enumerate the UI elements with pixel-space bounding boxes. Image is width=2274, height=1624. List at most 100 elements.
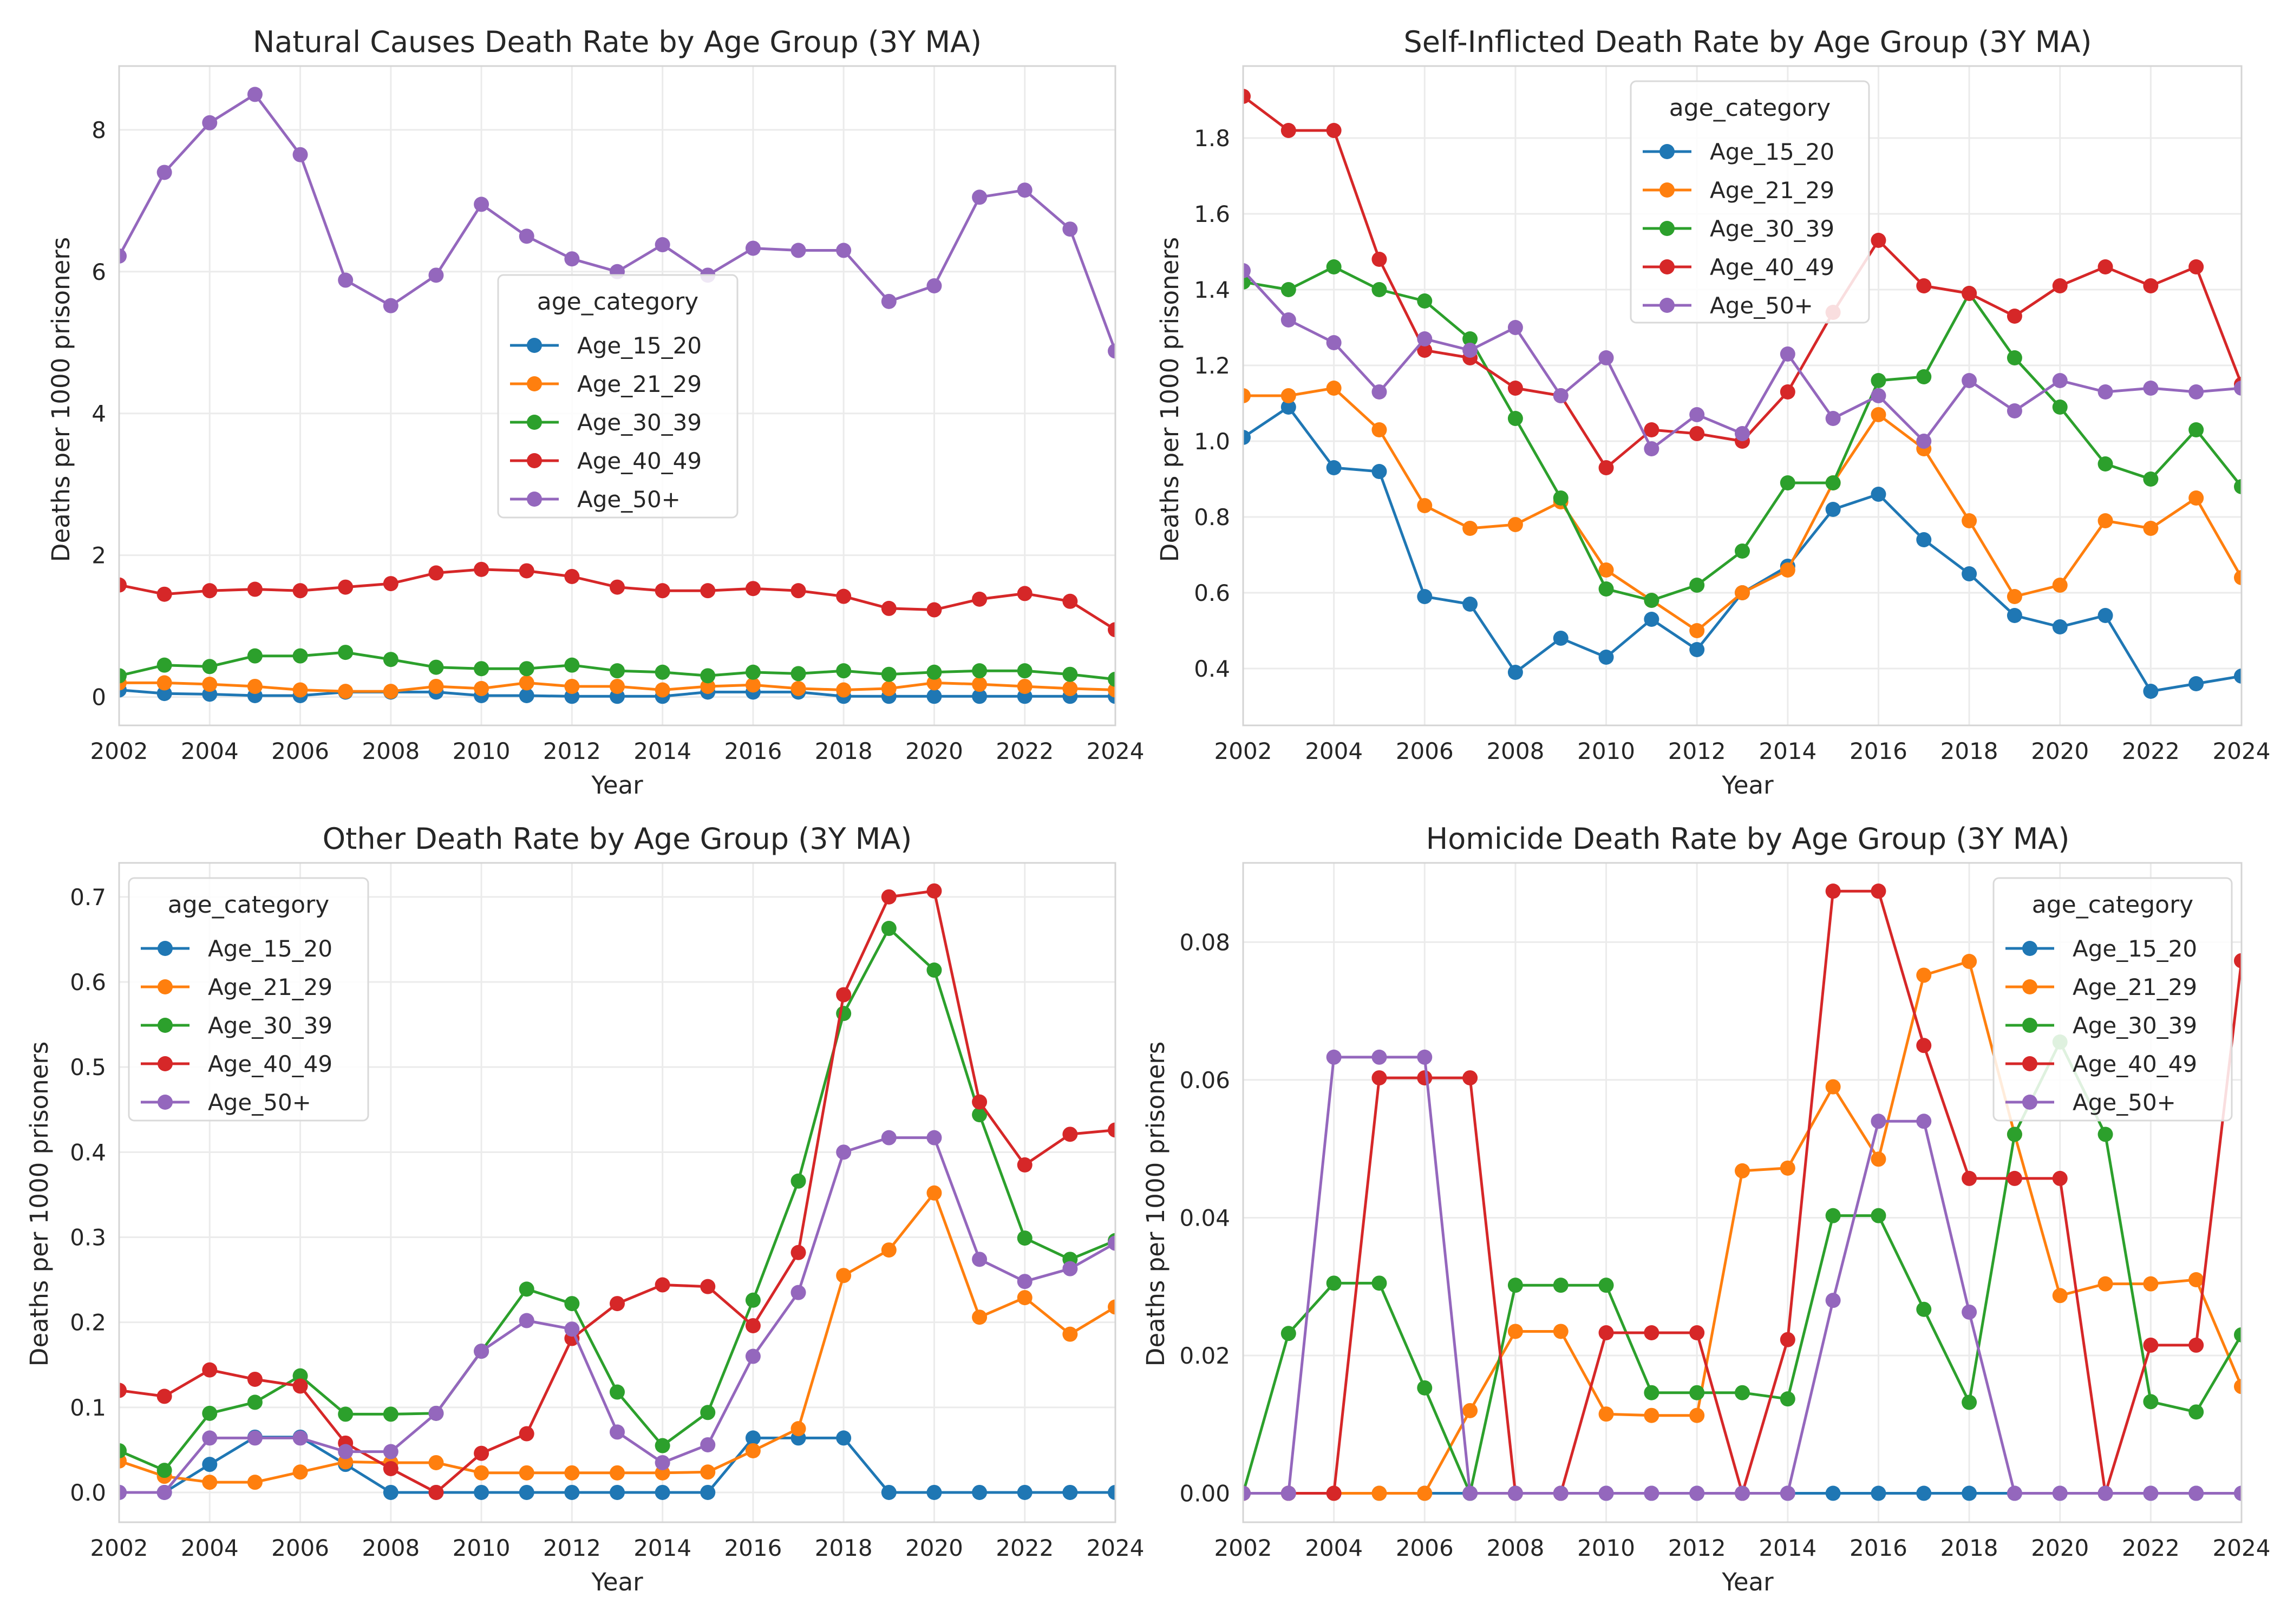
data-point	[1462, 1403, 1478, 1418]
legend-title: age_category	[1669, 94, 1831, 122]
data-point	[292, 147, 308, 162]
x-tick-label: 2006	[1396, 1535, 1454, 1561]
chart-title: Natural Causes Death Rate by Age Group (…	[253, 25, 982, 59]
y-tick-label: 1.0	[1194, 428, 1230, 455]
data-point	[1598, 1325, 1614, 1340]
y-tick-label: 0.6	[1194, 580, 1230, 606]
data-point	[1689, 642, 1705, 657]
x-tick-label: 2010	[1577, 1535, 1635, 1561]
data-point	[1243, 89, 1251, 104]
data-point	[1280, 282, 1296, 297]
data-point	[1017, 586, 1033, 601]
data-point	[292, 1464, 308, 1480]
legend-label: Age_40_49	[577, 448, 702, 474]
series-age-40-49	[119, 883, 1115, 1500]
data-point	[655, 1484, 670, 1500]
legend-label: Age_15_20	[208, 935, 332, 962]
data-point	[790, 583, 806, 599]
data-point	[881, 1242, 897, 1258]
legend-label: Age_15_20	[1710, 139, 1834, 165]
legend-frame	[497, 274, 739, 519]
x-axis-label: Year	[591, 1568, 643, 1596]
data-point	[1598, 460, 1614, 475]
data-point	[926, 962, 942, 978]
legend-frame	[1992, 877, 2233, 1122]
data-point	[972, 689, 988, 704]
data-point	[564, 251, 580, 267]
data-point	[383, 1444, 398, 1459]
data-point	[564, 1484, 580, 1500]
x-tick-label: 2016	[724, 738, 782, 764]
y-tick-label: 0.00	[1179, 1481, 1230, 1507]
x-tick-label: 2020	[905, 738, 963, 764]
data-point	[1780, 1160, 1795, 1176]
data-point	[2188, 1404, 2204, 1420]
legend-swatch-marker	[527, 415, 542, 430]
plot-frame	[1242, 65, 2243, 726]
x-tick-label: 2010	[453, 738, 511, 764]
data-point	[119, 577, 127, 593]
data-point	[1871, 233, 1886, 248]
data-point	[519, 1465, 534, 1481]
data-point	[700, 1464, 716, 1480]
legend-swatch-marker	[527, 376, 542, 391]
chart-panel-other: 2002 2004 2006 2008 2010 2012 2014 2016 2018 2020…	[25, 822, 1144, 1596]
data-point	[1017, 1484, 1033, 1500]
y-tick-label: 1.2	[1194, 352, 1230, 379]
data-point	[836, 987, 852, 1003]
plot-frame	[118, 862, 1116, 1523]
data-point	[881, 600, 897, 616]
series-group	[119, 87, 1115, 704]
data-point	[1507, 411, 1523, 426]
data-point	[1735, 426, 1750, 441]
data-point	[338, 684, 354, 699]
legend-item: Age_15_20	[1643, 139, 1834, 165]
data-point	[745, 1430, 761, 1446]
data-point	[2234, 381, 2242, 396]
y-tick-label: 0.1	[70, 1394, 106, 1421]
data-point	[1962, 954, 1977, 969]
data-point	[1689, 407, 1705, 422]
legend-item: Age_30_39	[1643, 215, 1834, 242]
data-point	[2188, 1337, 2204, 1353]
data-point	[2097, 259, 2113, 274]
data-point	[119, 1383, 127, 1398]
data-point	[1462, 343, 1478, 358]
x-tick-label: 2006	[271, 1535, 329, 1561]
data-point	[2143, 684, 2159, 699]
data-point	[926, 278, 942, 293]
plot-frame	[1242, 862, 2243, 1523]
data-point	[1871, 1485, 1886, 1501]
x-tick-label: 2004	[181, 738, 239, 764]
data-point	[474, 680, 489, 696]
x-tick-label: 2002	[90, 1535, 148, 1561]
data-point	[1871, 1208, 1886, 1223]
x-tick-label: 2012	[543, 1535, 601, 1561]
legend-item: Age_50+	[2005, 1089, 2176, 1116]
data-point	[1916, 369, 1932, 384]
data-point	[1780, 346, 1795, 362]
data-point	[1871, 883, 1886, 899]
data-point	[1780, 1485, 1795, 1501]
data-point	[156, 165, 172, 180]
data-point	[1326, 381, 1342, 396]
legend-label: Age_40_49	[2073, 1051, 2197, 1077]
data-point	[2188, 1272, 2204, 1287]
data-point	[564, 568, 580, 584]
legend-frame	[128, 877, 369, 1122]
legend-label: Age_30_39	[577, 409, 702, 436]
chart-panel-self-inflicted: 2002 2004 2006 2008 2010 2012 2014 2016 2018 2020…	[1155, 25, 2270, 800]
data-point	[2052, 400, 2068, 415]
x-tick-label: 2014	[1759, 1535, 1816, 1561]
data-point	[790, 1245, 806, 1260]
x-tick-label: 2018	[815, 1535, 873, 1561]
legend-item: Age_15_20	[2005, 935, 2197, 962]
y-tick-label: 0.04	[1179, 1204, 1230, 1231]
data-point	[474, 1445, 489, 1461]
y-tick-label: 4	[92, 401, 106, 427]
data-point	[202, 1475, 218, 1490]
data-point	[1916, 434, 1932, 449]
data-point	[1280, 1485, 1296, 1501]
data-point	[338, 579, 354, 595]
